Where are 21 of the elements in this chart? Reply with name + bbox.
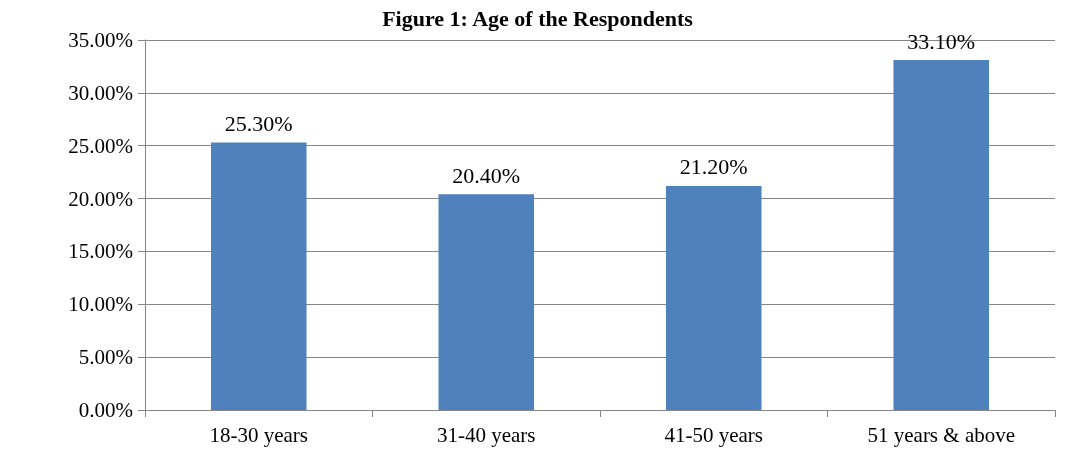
y-tick-label: 10.00% [68,292,133,317]
bar [438,194,535,410]
bar [893,60,990,410]
y-tick-label: 5.00% [78,345,133,370]
data-label: 33.10% [907,28,976,54]
y-tick-label: 30.00% [68,80,133,105]
x-tick-label: 18-30 years [209,422,309,447]
x-tick-label: 51 years & above [867,422,1016,447]
bar [210,142,307,410]
y-tick-label: 35.00% [68,28,133,52]
x-tick-label: 41-50 years [664,422,764,447]
chart-title: Figure 1: Age of the Respondents [382,5,694,31]
y-tick-label: 0.00% [78,398,133,422]
x-tick-label: 31-40 years [436,422,536,447]
data-label: 21.20% [679,154,748,180]
y-tick-label: 20.00% [68,186,133,211]
bar [665,185,762,410]
y-tick-label: 15.00% [68,239,133,264]
data-label: 25.30% [224,111,293,137]
y-tick-label: 25.00% [68,133,133,158]
data-label: 20.40% [452,162,521,188]
